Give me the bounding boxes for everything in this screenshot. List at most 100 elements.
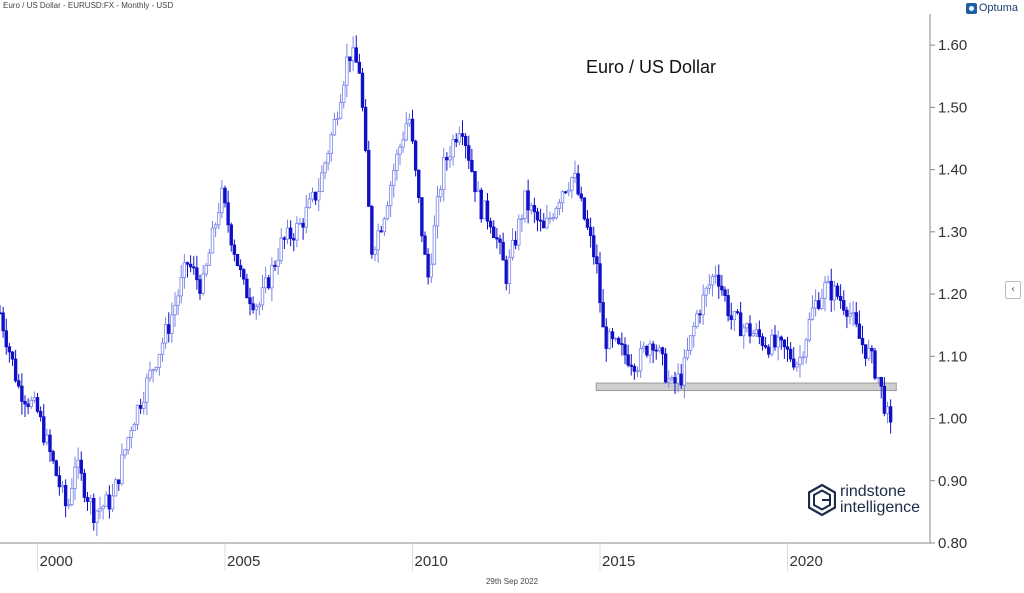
candle-body <box>870 347 874 352</box>
candle-body <box>1 312 5 332</box>
candle-body <box>667 378 671 383</box>
candle-body <box>767 346 771 355</box>
candle-body <box>157 353 162 368</box>
candle-body <box>532 205 537 213</box>
candle-body <box>885 406 890 414</box>
candle-body <box>757 329 762 338</box>
candle-body <box>848 313 852 317</box>
candle-body <box>35 397 40 412</box>
candle-body <box>601 302 605 328</box>
candle-body <box>401 139 405 148</box>
candle-body <box>485 200 490 222</box>
candle-body <box>132 423 137 432</box>
candle-body <box>745 323 749 329</box>
candle-body <box>326 153 330 164</box>
candle-body <box>248 297 252 305</box>
candle-body <box>63 484 68 507</box>
candle-body <box>392 170 396 186</box>
candle-body <box>645 346 649 356</box>
candle-body <box>304 207 308 228</box>
candle-body <box>382 218 387 233</box>
candle-body <box>360 72 365 108</box>
candle-body <box>85 496 90 502</box>
candle-body <box>854 312 858 325</box>
candle-body <box>563 191 568 194</box>
candle-body <box>638 348 643 372</box>
x-tick-label: 2020 <box>790 553 823 570</box>
candle-body <box>142 401 146 409</box>
candle-body <box>573 173 577 179</box>
x-tick-label: 2000 <box>40 553 73 570</box>
candle-body <box>148 369 152 379</box>
candle-body <box>826 280 830 284</box>
candle-body <box>804 339 808 358</box>
candle-body <box>876 376 880 379</box>
candle-body <box>720 285 724 291</box>
candle-body <box>254 306 258 311</box>
candle-body <box>29 399 33 408</box>
y-tick-label: 1.10 <box>938 348 967 365</box>
candle-body <box>238 265 243 271</box>
candle-body <box>351 47 355 62</box>
candle-body <box>476 189 480 193</box>
candle-body <box>257 304 262 308</box>
candle-body <box>526 190 530 211</box>
candle-body <box>245 278 249 299</box>
candle-body <box>473 171 477 193</box>
candle-body <box>363 106 368 151</box>
candle-body <box>510 239 515 258</box>
candle-body <box>857 323 862 339</box>
candle-body <box>126 437 130 451</box>
candle-body <box>310 191 315 200</box>
candle-body <box>135 405 140 425</box>
candle-body <box>692 326 696 337</box>
candle-body <box>176 295 180 306</box>
candle-body <box>860 338 865 346</box>
candle-body <box>835 285 840 297</box>
candle-body <box>713 274 718 277</box>
candle-body <box>832 285 837 301</box>
candle-body <box>23 400 27 405</box>
candle-body <box>220 187 224 214</box>
y-tick-label: 1.40 <box>938 162 967 179</box>
candle-body <box>201 273 205 294</box>
candle-body <box>820 297 824 309</box>
candle-body <box>348 56 352 62</box>
candle-body <box>229 224 233 246</box>
candle-body <box>479 189 483 220</box>
candle-body <box>198 279 202 294</box>
optuma-logo: Optuma <box>965 2 1018 14</box>
candle-body <box>542 220 546 229</box>
candle-body <box>429 263 433 278</box>
collapse-panel-button[interactable]: ‹ <box>1005 281 1021 299</box>
candle-body <box>13 358 18 382</box>
candle-body <box>626 354 630 366</box>
y-tick-label: 0.90 <box>938 473 967 490</box>
chart-title: Euro / US Dollar <box>586 57 716 77</box>
y-tick-label: 1.20 <box>938 286 967 303</box>
candle-body <box>263 277 268 289</box>
candle-body <box>488 220 493 228</box>
candle-body <box>92 498 96 524</box>
candle-body <box>685 349 690 359</box>
candle-body <box>182 262 187 278</box>
candle-body <box>551 217 555 220</box>
candle-body <box>635 370 640 373</box>
candle-body <box>723 289 727 296</box>
candle-body <box>651 343 655 351</box>
candle-body <box>445 157 449 161</box>
candle-body <box>748 323 752 337</box>
candle-body <box>845 309 849 317</box>
candle-body <box>301 222 305 228</box>
candle-body <box>529 205 533 211</box>
candle-body <box>467 145 471 161</box>
candle-body <box>151 369 155 372</box>
candle-body <box>798 357 802 365</box>
candle-body <box>520 218 524 221</box>
candle-body <box>557 202 562 209</box>
candle-body <box>307 198 312 209</box>
candle-body <box>332 119 337 136</box>
candle-body <box>417 169 421 198</box>
candle-body <box>285 227 290 240</box>
